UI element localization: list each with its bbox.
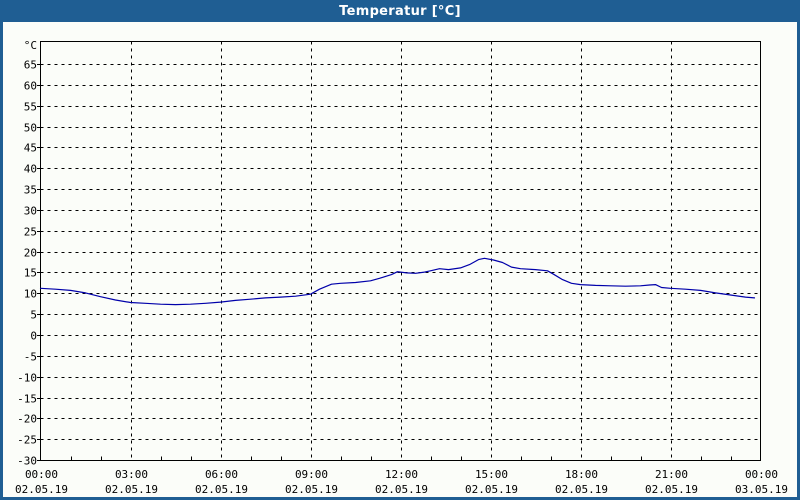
y-tick-label: 45 xyxy=(24,142,37,155)
x-tick-date-label: 02.05.19 xyxy=(15,483,68,496)
y-tick-label: 0 xyxy=(30,330,37,343)
y-tick-label: 20 xyxy=(24,247,37,260)
temperature-chart: -30 -25 -20 -15 -10 -5 0 5 10 15 20 25 30 35 40 45 50 55 6… xyxy=(15,39,788,496)
y-tick-label: 30 xyxy=(24,205,37,218)
x-tick-date-label: 02.05.19 xyxy=(465,483,518,496)
y-tick-label: 5 xyxy=(30,309,37,322)
x-tick-date-label: 03.05.19 xyxy=(735,483,788,496)
x-tick-date-label: 02.05.19 xyxy=(645,483,698,496)
y-tick-label: 55 xyxy=(24,101,37,114)
x-tick-time-label: 18:00 xyxy=(565,468,598,481)
gridlines xyxy=(40,41,761,461)
y-tick-label: 25 xyxy=(24,226,37,239)
y-tick-label: 65 xyxy=(24,59,37,72)
y-tick-label: 40 xyxy=(24,163,37,176)
data-series xyxy=(39,257,756,306)
y-tick-label: 60 xyxy=(24,80,37,93)
x-tick-date-label: 02.05.19 xyxy=(195,483,248,496)
x-tick-date-label: 02.05.19 xyxy=(285,483,338,496)
y-tick-label: -20 xyxy=(17,413,37,426)
x-tick-time-label: 03:00 xyxy=(115,468,148,481)
axes xyxy=(37,41,761,461)
x-tick-date-label: 02.05.19 xyxy=(375,483,428,496)
x-tick-time-label: 21:00 xyxy=(655,468,688,481)
x-tick-time-label: 06:00 xyxy=(205,468,238,481)
x-tick-time-label: 00:00 xyxy=(25,468,58,481)
y-tick-label: -5 xyxy=(24,351,37,364)
window-title: Temperatur [°C] xyxy=(339,3,461,19)
y-tick-label: 35 xyxy=(24,184,37,197)
x-tick-time-label: 15:00 xyxy=(475,468,508,481)
x-tick-time-label: 09:00 xyxy=(295,468,328,481)
window-titlebar[interactable]: Temperatur [°C] xyxy=(3,0,797,22)
axis-labels: -30 -25 -20 -15 -10 -5 0 5 10 15 20 25 30 35 40 45 50 55 6… xyxy=(15,39,788,496)
x-tick-time-label: 00:00 xyxy=(745,468,778,481)
y-tick-label: 50 xyxy=(24,122,37,135)
y-tick-label: -10 xyxy=(17,372,37,385)
y-tick-label: 15 xyxy=(24,267,37,280)
y-tick-label: -25 xyxy=(17,434,37,447)
y-tick-label: 10 xyxy=(24,288,37,301)
y-tick-label: -30 xyxy=(17,455,37,468)
x-tick-time-label: 12:00 xyxy=(385,468,418,481)
temperature-line xyxy=(39,257,756,306)
x-tick-date-label: 02.05.19 xyxy=(105,483,158,496)
y-tick-label: -15 xyxy=(17,393,37,406)
x-tick-date-label: 02.05.19 xyxy=(555,483,608,496)
y-axis-unit: °C xyxy=(24,39,37,52)
chart-area: -30 -25 -20 -15 -10 -5 0 5 10 15 20 25 30 35 40 45 50 55 6… xyxy=(3,22,797,497)
